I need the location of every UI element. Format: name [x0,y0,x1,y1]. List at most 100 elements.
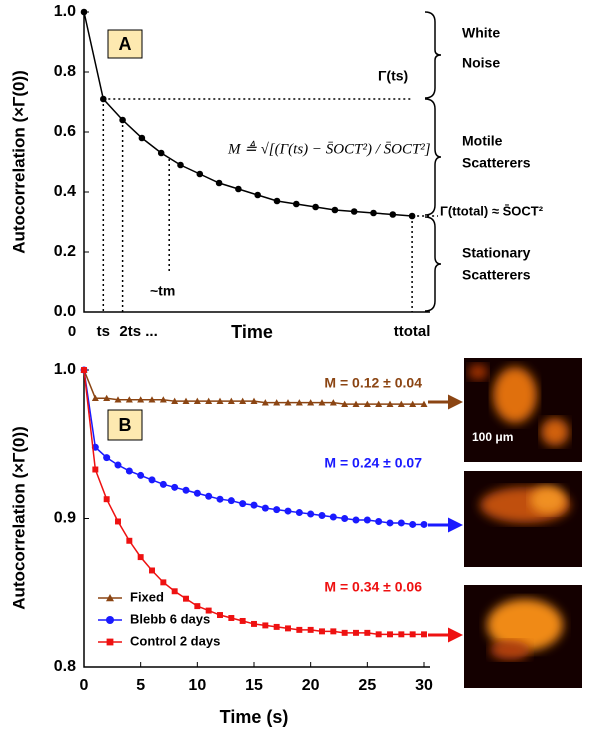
marker [182,486,190,494]
marker [318,512,326,520]
marker [375,400,383,407]
marker [389,211,397,218]
x-tick-label: 15 [245,677,263,694]
marker [159,480,167,488]
marker [329,399,337,406]
marker [250,501,258,509]
marker [352,400,360,407]
marker [160,579,167,586]
marker [103,496,110,503]
marker [92,466,99,473]
y-axis-label: Autocorrelation (×Γ(0)) [9,426,28,610]
marker [350,208,358,215]
marker [114,396,122,403]
marker [352,516,360,524]
marker [398,631,405,638]
marker [397,400,405,407]
x-tick-label: 10 [188,677,206,694]
marker [319,628,325,635]
marker [307,626,314,633]
marker [370,209,377,217]
marker [296,626,303,633]
marker [353,629,359,636]
panel-label: A [119,34,132,54]
marker [329,513,337,521]
marker [307,510,315,518]
marker [227,397,235,404]
annotation: Γ(ttotal) ≈ S̄OCT² [440,203,544,218]
marker [91,394,99,402]
x-tick-label: 20 [302,677,320,694]
marker [216,397,224,404]
marker [387,631,393,638]
region-label: Noise [462,55,500,71]
marker [182,397,190,404]
region-label: White [462,25,500,41]
marker [80,8,88,16]
marker [177,161,184,169]
marker [183,595,189,602]
legend-label: Blebb 6 days [130,611,210,626]
marker [363,516,371,524]
x-tick-label: 0 [68,323,76,340]
marker [205,397,213,404]
marker [262,622,269,629]
marker [318,399,326,406]
x-tick-label: ttotal [394,323,431,340]
marker [364,629,371,636]
marker [194,603,201,610]
marker [341,400,349,407]
marker [420,400,428,407]
series-annotation: M = 0.34 ± 0.06 [324,579,422,595]
marker [103,394,111,402]
panel-label: B [119,415,132,435]
marker [157,149,165,157]
marker [331,206,339,214]
legend-label: Fixed [130,589,164,604]
marker [125,396,133,403]
marker [295,399,303,406]
marker [106,638,114,646]
marker [217,612,223,618]
marker [114,461,122,469]
y-tick-label: 1.0 [54,3,76,20]
marker [227,497,235,505]
formula: M ≜ √[(Γ(ts) − S̄OCT²) / S̄OCT²] [227,140,431,157]
marker [273,623,280,630]
marker [284,399,292,406]
annotation: Γ(ts) [378,68,408,84]
panel-label-box [107,409,143,441]
marker [205,492,213,500]
brace [424,216,442,312]
y-axis-label: Autocorrelation (×Γ(0)) [9,70,28,254]
marker [228,615,235,621]
marker [273,399,281,406]
marker [307,399,315,406]
brace [424,98,442,216]
marker [148,476,156,484]
marker [216,495,224,503]
y-tick-label: 0.4 [54,183,76,200]
marker [330,628,337,635]
marker [295,509,303,517]
marker [149,567,155,574]
marker [137,554,144,561]
x-axis-label: Time [231,322,273,342]
y-tick-label: 0.2 [54,243,76,260]
marker [386,519,394,527]
marker [397,519,405,527]
brace [424,11,442,99]
y-tick-label: 0.0 [54,303,76,320]
y-tick-label: 1.0 [54,361,76,378]
marker [106,616,114,624]
marker [125,467,133,475]
marker [126,537,133,544]
marker [261,504,269,512]
marker [312,203,319,211]
marker [409,400,417,407]
region-label: Scatterers [462,155,531,171]
marker [193,397,201,404]
x-tick-label: 5 [136,677,145,694]
marker [409,520,417,528]
